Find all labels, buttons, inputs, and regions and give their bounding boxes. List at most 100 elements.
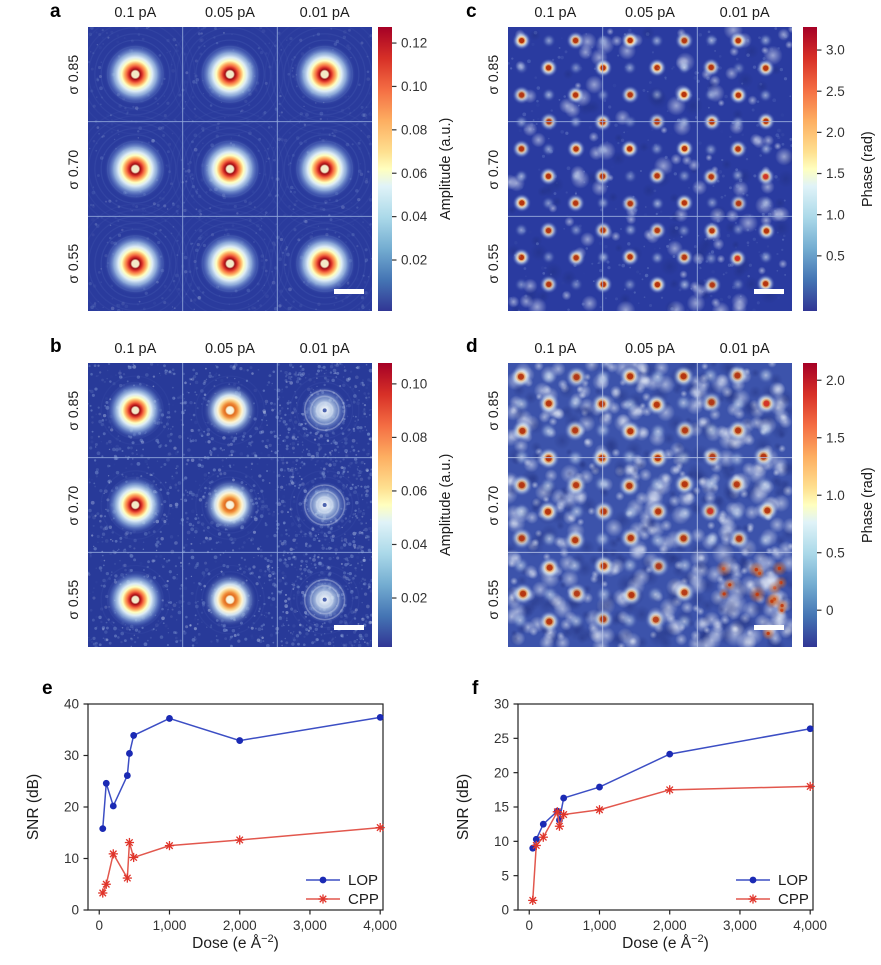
colorbar-tick-label: 0.08 (401, 430, 427, 445)
legend-label: LOP (778, 872, 808, 889)
colorbar-tick-label: 0.02 (401, 591, 427, 606)
panel-letter-c: c (466, 1, 477, 22)
colorbar-tick-label: 0.10 (401, 79, 427, 94)
panel-letter-e: e (42, 678, 53, 699)
column-label-c-2: 0.01 pA (719, 5, 770, 21)
row-label-a-0: σ 0.85 (65, 54, 81, 95)
panel-letter-a: a (50, 1, 61, 22)
panel-letter-b: b (50, 336, 62, 357)
column-label-a-2: 0.01 pA (299, 5, 350, 21)
colorbar-tick-label: 2.0 (826, 125, 845, 140)
series-markers-CPP (528, 781, 815, 905)
y-tick-label: 0 (71, 903, 79, 918)
panel-b-colorbar: 0.02 0.04 0.06 0.08 0.10 (378, 363, 428, 647)
panel-a-heatmap-image (88, 27, 372, 311)
x-tick-label: 1,000 (153, 918, 187, 933)
row-label-d-0: σ 0.85 (485, 390, 501, 431)
column-label-c-0: 0.1 pA (534, 5, 577, 21)
panel-c-colorbar: 0.5 1.0 1.5 2.0 2.5 3.0 (803, 27, 845, 311)
x-tick-label: 2,000 (223, 918, 257, 933)
series-line-LOP (102, 716, 381, 829)
chart-f-snr-vs-dose: 0 1,000 2,000 3,000 4,000 0 5 10 15 20 25 30 Dose (e… (455, 697, 827, 952)
y-tick-label: 30 (494, 697, 509, 712)
colorbar-tick-label: 0.04 (401, 537, 428, 552)
y-tick-label: 40 (64, 697, 79, 712)
legend-item-LOP: LOP (306, 872, 378, 889)
colorbar-label-c: Phase (rad) (860, 131, 876, 207)
colorbar-tick-label: 2.0 (826, 373, 845, 388)
colorbar-label-d: Phase (rad) (860, 467, 876, 543)
colorbar-tick-label: 0.10 (401, 376, 427, 391)
row-label-d-1: σ 0.70 (485, 485, 501, 525)
scale-bar (334, 289, 364, 294)
y-axis-label: SNR (dB) (455, 774, 472, 840)
scale-bar (334, 625, 364, 630)
row-label-d-2: σ 0.55 (485, 579, 501, 620)
panel-b-heatmap-image (88, 363, 372, 647)
colorbar-tick-label: 0.06 (401, 484, 427, 499)
column-label-a-1: 0.05 pA (204, 5, 255, 21)
colorbar-tick-label: 2.5 (826, 84, 845, 99)
colorbar-tick-label: 0.04 (401, 209, 428, 224)
legend-label: LOP (348, 872, 378, 889)
y-tick-label: 20 (64, 800, 79, 815)
x-tick-label: 2,000 (653, 918, 687, 933)
row-label-c-2: σ 0.55 (485, 243, 501, 284)
series-markers-CPP (98, 823, 385, 898)
scale-bar (754, 625, 784, 630)
row-label-b-1: σ 0.70 (65, 485, 81, 525)
panel-d-heatmap-image (508, 363, 792, 647)
legend-item-LOP: LOP (736, 872, 808, 889)
row-label-c-0: σ 0.85 (485, 54, 501, 95)
panel-a-colorbar: 0.02 0.04 0.06 0.08 0.10 0.12 (378, 27, 428, 311)
row-label-a-1: σ 0.70 (65, 149, 81, 189)
column-label-b-2: 0.01 pA (299, 341, 350, 357)
x-tick-label: 3,000 (293, 918, 327, 933)
row-label-c-1: σ 0.70 (485, 149, 501, 189)
panel-c-heatmap-image (508, 27, 792, 311)
colorbar-tick-label: 0.08 (401, 122, 427, 137)
panel-letter-d: d (466, 336, 478, 357)
legend-label: CPP (778, 891, 809, 908)
legend-item-CPP: CPP (306, 891, 379, 908)
colorbar-tick-label: 0.06 (401, 166, 427, 181)
column-label-d-0: 0.1 pA (534, 341, 577, 357)
x-tick-label: 3,000 (723, 918, 757, 933)
colorbar-label-b: Amplitude (a.u.) (438, 453, 454, 557)
y-tick-label: 25 (494, 731, 509, 746)
colorbar-tick-label: 1.0 (826, 488, 845, 503)
y-tick-label: 10 (64, 851, 79, 866)
series-line-CPP (532, 785, 811, 901)
colorbar-tick-label: 0.5 (826, 248, 845, 263)
x-axis-label: Dose (e Å−2) (192, 933, 279, 952)
panel-d-colorbar: 0 0.5 1.0 1.5 2.0 (803, 363, 845, 647)
y-tick-label: 30 (64, 748, 79, 763)
column-label-b-0: 0.1 pA (114, 341, 157, 357)
series-markers-LOP (99, 713, 384, 833)
y-tick-label: 20 (494, 765, 509, 780)
column-label-d-2: 0.01 pA (719, 341, 770, 357)
legend-item-CPP: CPP (736, 891, 809, 908)
y-tick-label: 0 (501, 903, 509, 918)
legend-label: CPP (348, 891, 379, 908)
x-tick-label: 1,000 (583, 918, 617, 933)
column-label-b-1: 0.05 pA (204, 341, 255, 357)
column-label-c-1: 0.05 pA (624, 5, 675, 21)
y-axis-label: SNR (dB) (25, 774, 42, 840)
x-tick-label: 4,000 (363, 918, 397, 933)
chart-e-snr-vs-dose: 0 1,000 2,000 3,000 4,000 0 10 20 30 40 Dose (e Å−… (25, 697, 397, 952)
y-tick-label: 5 (501, 868, 509, 883)
y-tick-label: 15 (494, 800, 509, 815)
colorbar-tick-label: 1.0 (826, 207, 845, 222)
x-axis-label: Dose (e Å−2) (622, 933, 709, 952)
colorbar-tick-label: 0.5 (826, 545, 845, 560)
colorbar-label-a: Amplitude (a.u.) (438, 117, 454, 221)
y-tick-label: 10 (494, 834, 509, 849)
colorbar-tick-label: 3.0 (826, 43, 845, 58)
colorbar-tick-label: 1.5 (826, 166, 845, 181)
column-label-a-0: 0.1 pA (114, 5, 157, 21)
panel-letter-f: f (472, 678, 479, 699)
colorbar-tick-label: 1.5 (826, 430, 845, 445)
colorbar-tick-label: 0 (826, 603, 834, 618)
